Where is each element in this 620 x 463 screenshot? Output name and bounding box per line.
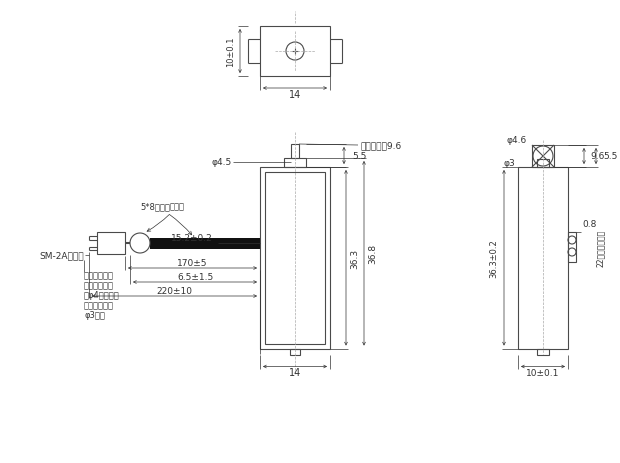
Bar (260, 27, 330, 77)
Text: φ4.6: φ4.6 (507, 136, 527, 145)
Text: 15.2±0.2: 15.2±0.2 (171, 234, 213, 243)
Text: 5.5: 5.5 (603, 152, 618, 161)
Text: 170±5: 170±5 (177, 259, 208, 268)
Bar (97, 232, 125, 255)
Text: 14: 14 (289, 368, 301, 378)
Text: φ4.5: φ4.5 (212, 158, 232, 167)
Bar (291, 144, 299, 159)
Text: 吸合后尺妃9.6: 吸合后尺妃9.6 (360, 141, 401, 150)
Bar (537, 160, 549, 168)
Text: 220±10: 220±10 (156, 287, 192, 296)
Text: 36.3: 36.3 (350, 248, 360, 268)
Text: φ3的）: φ3的） (84, 311, 105, 320)
Text: 焊接微动开关: 焊接微动开关 (84, 281, 114, 290)
Bar (532, 146, 554, 168)
Text: 36.3±0.2: 36.3±0.2 (490, 239, 498, 277)
Bar (260, 168, 330, 349)
Bar (537, 349, 549, 355)
Text: 22（出线位置）: 22（出线位置） (596, 229, 605, 266)
Text: 黄腌管（注：: 黄腌管（注： (84, 271, 114, 280)
Text: 5.5: 5.5 (352, 152, 366, 161)
Bar (290, 349, 300, 355)
Text: 热缩管: 热缩管 (147, 201, 185, 232)
Text: 0.8: 0.8 (582, 220, 596, 229)
Text: 36.8: 36.8 (368, 244, 378, 264)
Bar (518, 168, 568, 349)
Bar (568, 232, 576, 263)
Bar (265, 173, 325, 344)
Text: 6.5±1.5: 6.5±1.5 (177, 273, 213, 282)
Text: 5*8护线圈: 5*8护线圈 (140, 201, 192, 235)
Text: SM-2A公端子: SM-2A公端子 (40, 251, 84, 260)
Text: 14: 14 (289, 90, 301, 100)
Bar (150, 238, 260, 249)
Text: 10±0.1: 10±0.1 (526, 368, 560, 377)
Text: 接微动开关用: 接微动开关用 (84, 301, 114, 310)
Text: 9.6: 9.6 (590, 152, 604, 161)
Text: 10±0.1: 10±0.1 (226, 37, 236, 67)
Text: 用φ4的，不焊: 用φ4的，不焊 (84, 291, 120, 300)
Bar (284, 159, 306, 168)
Text: φ3: φ3 (503, 159, 515, 168)
